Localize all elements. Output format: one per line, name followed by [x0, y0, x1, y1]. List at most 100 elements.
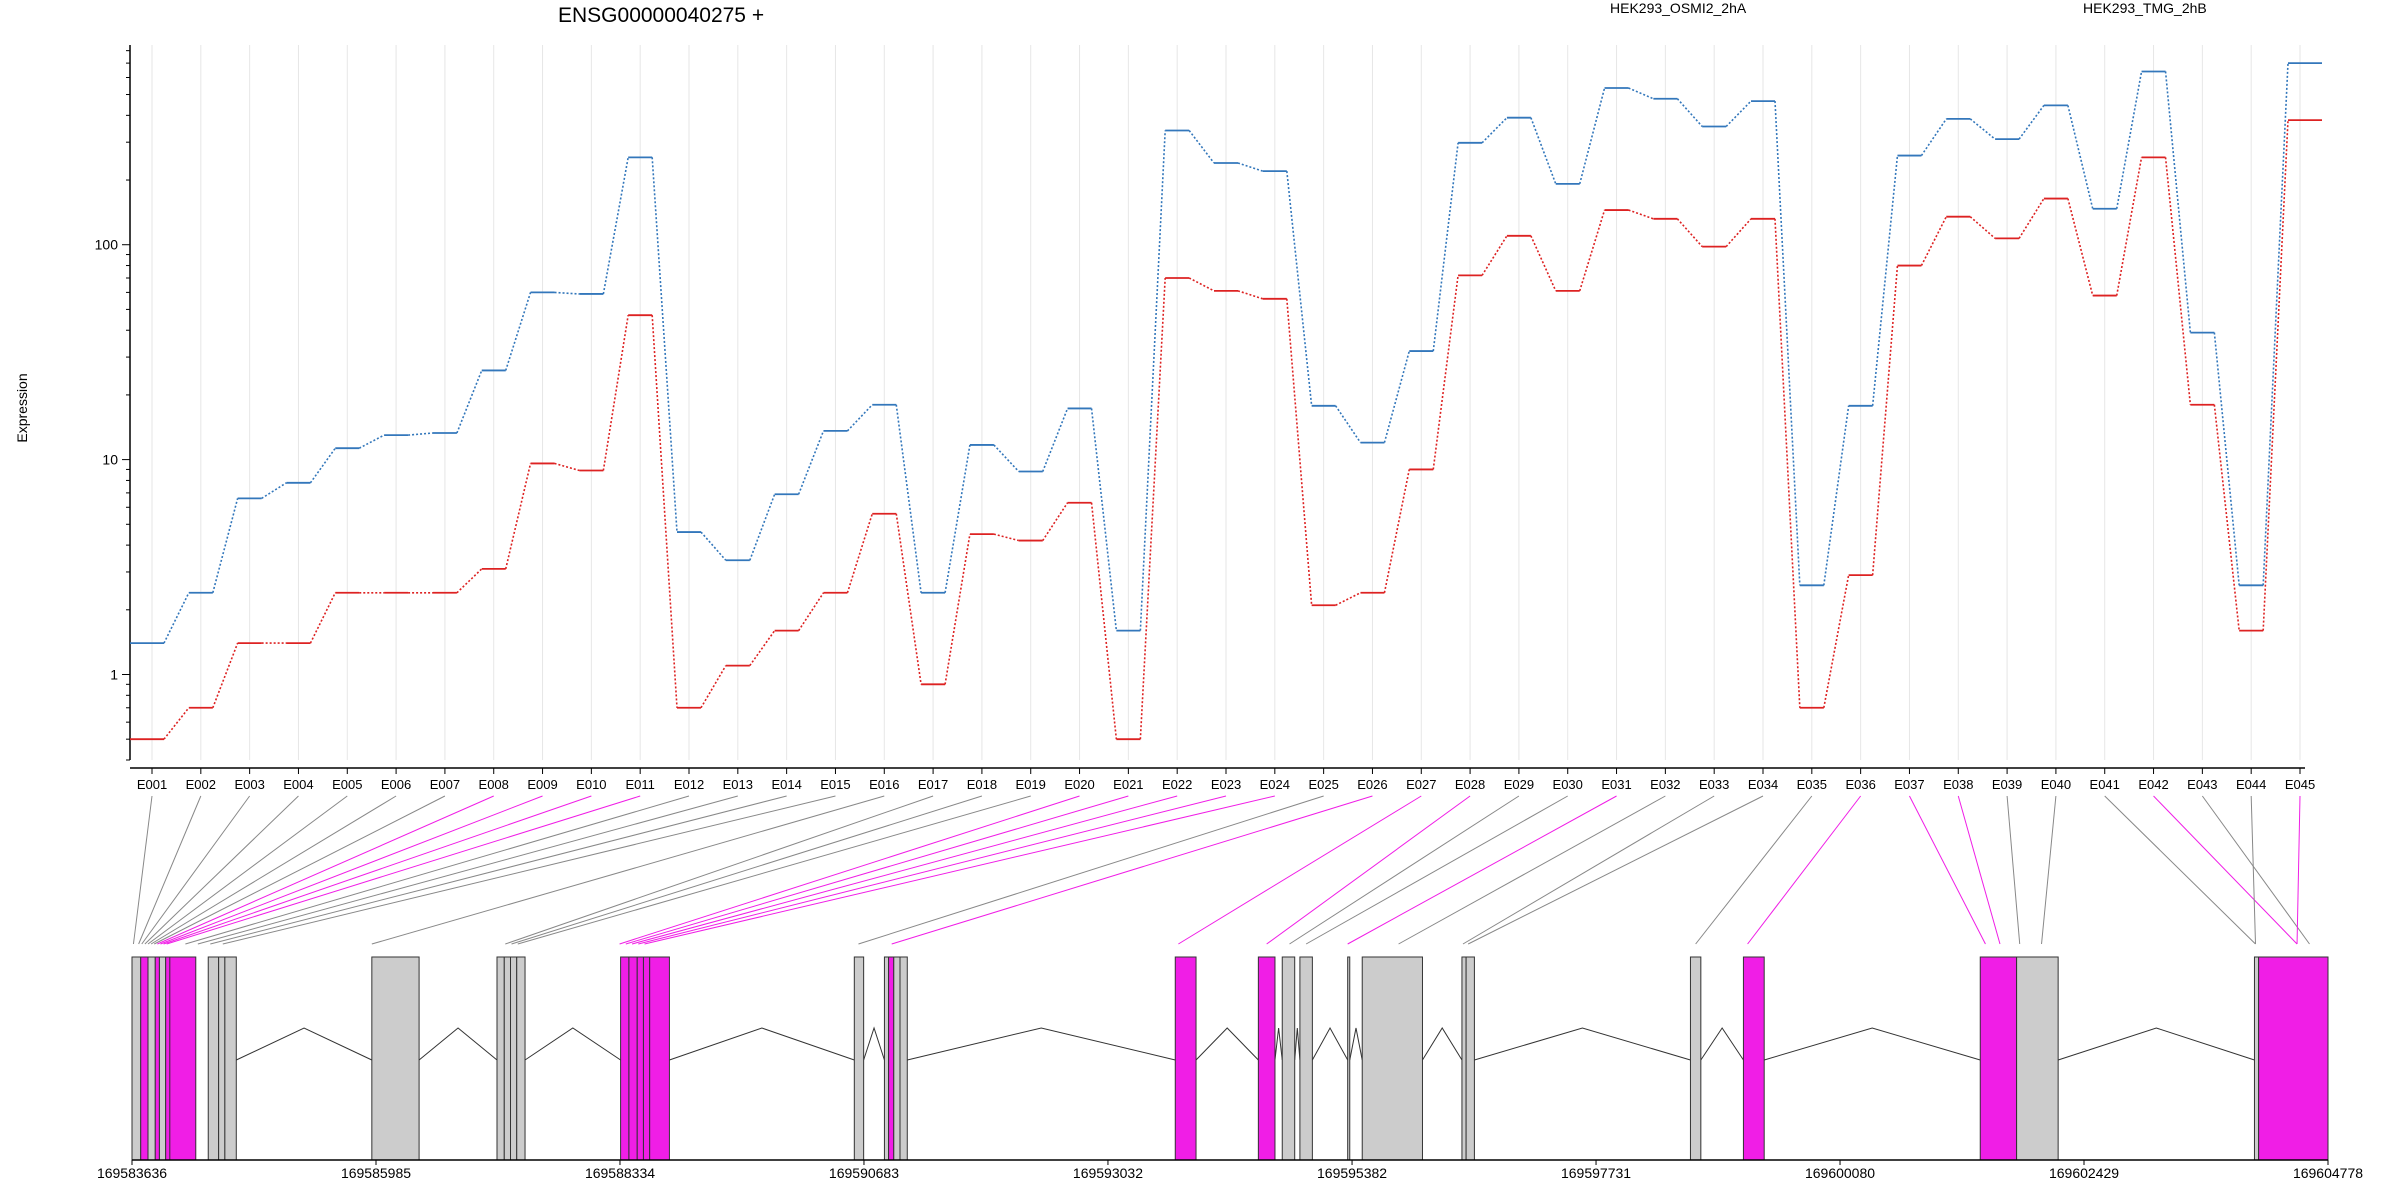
exon-box-4 — [158, 956, 167, 1161]
y-tick-label-10: 10 — [102, 452, 118, 468]
connector-E043 — [2213, 332, 2240, 586]
connector-E043 — [2213, 404, 2240, 631]
exon-box-38 — [2016, 956, 2059, 1161]
x-tick-label-E004: E004 — [283, 777, 313, 792]
exon-box-24 — [888, 956, 895, 1161]
exon-box-18 — [628, 956, 638, 1161]
connector-E022 — [1188, 130, 1215, 164]
connector-E008 — [504, 463, 532, 570]
connector-E012 — [700, 665, 727, 709]
link-E015 — [222, 795, 836, 945]
intron-8 — [1294, 1027, 1301, 1061]
exon-link-lines — [132, 795, 2310, 945]
x-tick-label-E035: E035 — [1797, 777, 1827, 792]
link-E027 — [1178, 795, 1422, 945]
link-E012 — [185, 795, 690, 945]
link-E008 — [157, 795, 494, 945]
x-tick-label-E009: E009 — [527, 777, 557, 792]
connector-E016 — [895, 513, 922, 685]
link-E025 — [858, 795, 1324, 945]
connector-E041 — [2115, 157, 2143, 296]
connector-E016 — [895, 404, 922, 593]
x-tick-label-E016: E016 — [869, 777, 899, 792]
x-tick-label-E010: E010 — [576, 777, 606, 792]
connector-E025 — [1334, 405, 1362, 444]
link-E003 — [141, 795, 251, 945]
link-E007 — [154, 795, 446, 945]
link-E024 — [644, 795, 1275, 945]
connector-E015 — [846, 404, 873, 432]
link-E032 — [1398, 795, 1666, 945]
connector-E008 — [504, 292, 532, 371]
exon-box-19 — [636, 956, 644, 1161]
exon-box-36 — [1742, 956, 1765, 1161]
series-HEK293_TMG_2hB — [130, 62, 2322, 644]
link-E004 — [144, 795, 299, 945]
x-tick-label-E019: E019 — [1016, 777, 1046, 792]
x-tick-label-E012: E012 — [674, 777, 704, 792]
link-E045 — [2296, 795, 2301, 945]
x-tick-label-E021: E021 — [1113, 777, 1143, 792]
link-E038 — [1957, 795, 2001, 945]
exon-box-31 — [1347, 956, 1351, 1161]
series-HEK293_OSMI2_2hA — [130, 119, 2322, 741]
connector-E022 — [1188, 277, 1215, 292]
exon-box-13 — [496, 956, 505, 1161]
coordinate-axis: 169583636 169585985 169588334 169590683 1695… — [97, 1159, 2363, 1181]
link-E040 — [2041, 795, 2057, 945]
connector-E013 — [749, 630, 776, 667]
connector-E027 — [1432, 142, 1459, 352]
connector-E024 — [1286, 298, 1313, 606]
exon-box-22 — [853, 956, 865, 1161]
coord-tick-label-169590683: 169590683 — [829, 1165, 899, 1181]
connector-E006 — [408, 432, 433, 436]
x-tick-label-E015: E015 — [820, 777, 850, 792]
intron-2 — [524, 1027, 621, 1061]
link-E028 — [1266, 795, 1471, 945]
exon-box-40 — [2258, 956, 2329, 1161]
expression-series — [130, 62, 2322, 741]
connector-E028 — [1481, 117, 1508, 144]
x-tick-label-E034: E034 — [1748, 777, 1778, 792]
intron-13 — [1700, 1027, 1744, 1061]
connector-E015 — [846, 513, 874, 594]
link-E019 — [517, 795, 1031, 945]
coord-tick-label-169600080: 169600080 — [1805, 1165, 1875, 1181]
connector-E032 — [1676, 218, 1703, 248]
x-tick-label-E037: E037 — [1894, 777, 1924, 792]
link-E026 — [891, 795, 1373, 945]
connector-E044 — [2262, 63, 2289, 586]
connector-E004 — [309, 447, 336, 484]
link-E037 — [1909, 795, 1986, 945]
x-tick-label-E029: E029 — [1504, 777, 1534, 792]
x-tick-label-E043: E043 — [2187, 777, 2217, 792]
intron-5 — [907, 1027, 1176, 1061]
connector-E005 — [358, 434, 385, 449]
exon-box-28 — [1257, 956, 1276, 1161]
exon-box-21 — [649, 956, 670, 1161]
connector-E002 — [212, 498, 239, 593]
x-tick-label-E030: E030 — [1553, 777, 1583, 792]
connector-E023 — [1237, 162, 1264, 172]
intron-10 — [1349, 1027, 1363, 1061]
coord-tick-label-169593032: 169593032 — [1073, 1165, 1143, 1181]
intron-7 — [1274, 1027, 1283, 1061]
y-tick-label-100: 100 — [95, 237, 119, 253]
intron-4 — [863, 1026, 885, 1061]
exon-box-17 — [620, 956, 630, 1161]
x-tick-label-E020: E020 — [1064, 777, 1094, 792]
exon-box-12 — [371, 956, 420, 1161]
connector-E014 — [797, 592, 825, 632]
connector-E001 — [163, 707, 190, 740]
exon-box-26 — [899, 956, 908, 1161]
connector-E042 — [2164, 157, 2192, 405]
connector-E030 — [1578, 209, 1606, 292]
connector-E040 — [2067, 198, 2094, 296]
exon-box-2 — [147, 956, 156, 1161]
legend-entry-osmi2: HEK293_OSMI2_2hA — [1610, 0, 1747, 16]
x-tick-label-E031: E031 — [1601, 777, 1631, 792]
connector-E024 — [1286, 171, 1313, 406]
exon-box-33 — [1461, 956, 1467, 1161]
connector-E009 — [554, 462, 580, 472]
exon-box-39 — [2253, 956, 2260, 1161]
